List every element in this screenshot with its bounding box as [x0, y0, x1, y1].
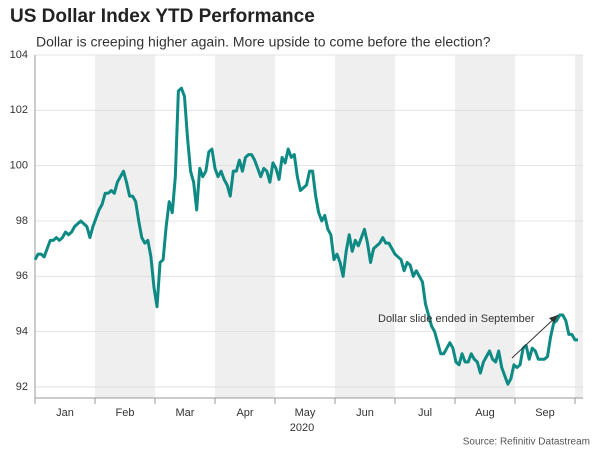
source: Source: Refinitiv Datastream	[463, 437, 590, 448]
arrowhead	[549, 315, 558, 323]
chart-title: US Dollar Index YTD Performance	[10, 6, 315, 27]
x-tick-label: Aug	[475, 407, 495, 419]
chart-subtitle: Dollar is creeping higher again. More up…	[36, 34, 491, 50]
y-tick-label: 104	[10, 49, 28, 61]
x-tick-label: Mar	[176, 407, 195, 419]
x-axis-label: 2020	[290, 422, 314, 434]
plot: Jan Feb Mar Apr May Jun Jul Aug Sep 92 94 96 98 100 10…	[10, 49, 583, 419]
month-shade	[215, 55, 275, 398]
x-tick-label: Feb	[116, 407, 135, 419]
month-shade	[95, 55, 155, 398]
annotation: Dollar slide ended in September	[378, 313, 535, 325]
y-tick-label: 96	[16, 270, 28, 282]
month-shade	[335, 55, 395, 398]
annotation-arrow	[511, 314, 559, 359]
data-line	[33, 86, 578, 386]
y-tick-label: 94	[16, 326, 28, 338]
month-shade	[455, 55, 515, 398]
x-tick-label: Jan	[56, 407, 74, 419]
month-shade	[575, 55, 583, 398]
x-tick-label: Sep	[535, 407, 555, 419]
y-tick-label: 98	[16, 215, 28, 227]
y-tick-label: 102	[10, 104, 28, 116]
y-tick-label: 92	[16, 381, 28, 393]
x-tick-label: Jul	[418, 407, 432, 419]
x-tick-label: Apr	[236, 407, 253, 419]
x-tick-label: May	[295, 407, 316, 419]
y-tick-label: 100	[10, 160, 28, 172]
x-tick-label: Jun	[356, 407, 374, 419]
